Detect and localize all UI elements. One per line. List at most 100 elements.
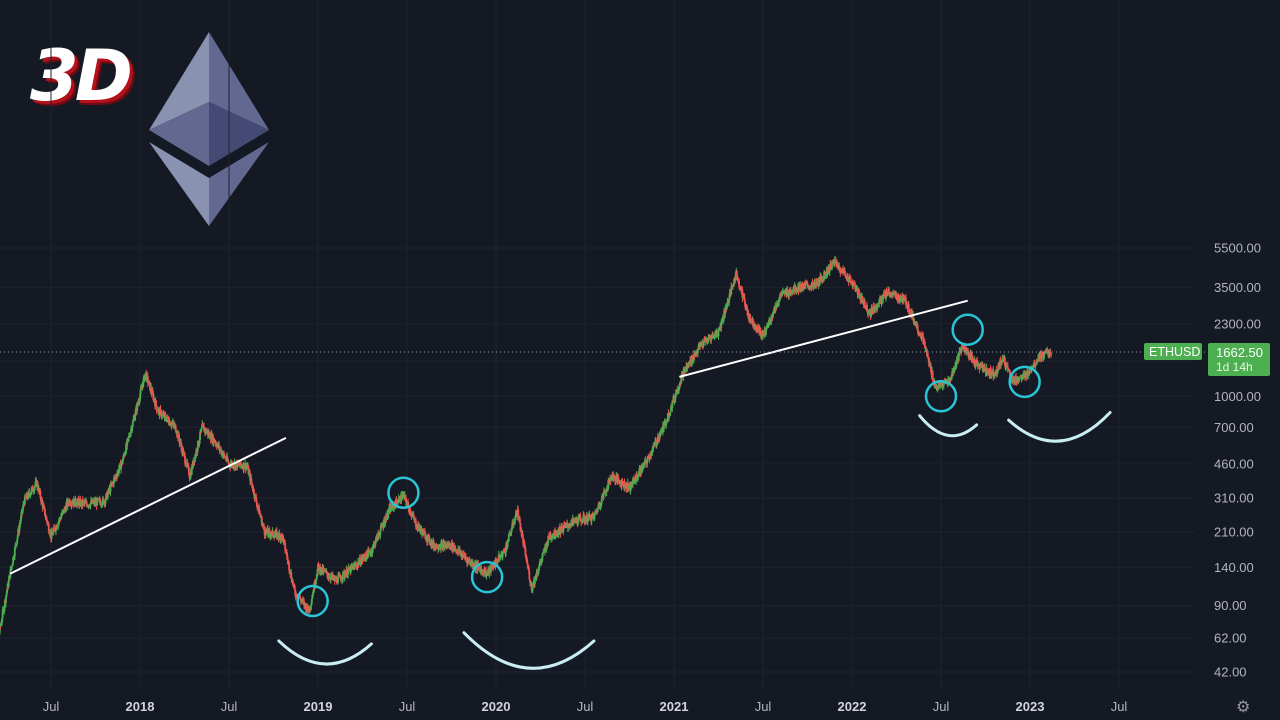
- candle-body: [671, 400, 674, 409]
- candle: [749, 317, 752, 325]
- candle: [470, 559, 472, 568]
- candle-body: [712, 334, 715, 339]
- candle-body: [419, 529, 422, 531]
- candle-body: [576, 518, 579, 523]
- candle: [654, 437, 656, 447]
- candle: [131, 426, 134, 433]
- candle: [788, 289, 791, 300]
- candle: [866, 301, 868, 313]
- candle-body: [652, 444, 655, 448]
- candle-body: [582, 515, 585, 522]
- candle-body: [467, 559, 470, 561]
- candle: [372, 541, 375, 548]
- candle: [226, 453, 229, 462]
- candle: [127, 432, 130, 442]
- candle-body: [313, 583, 316, 592]
- candle: [551, 533, 554, 542]
- candle: [16, 539, 18, 547]
- candle: [195, 447, 198, 459]
- candle: [41, 497, 43, 503]
- candle-body: [205, 429, 208, 434]
- candle-body: [315, 578, 318, 580]
- candle-body: [194, 455, 197, 457]
- candle-body: [767, 325, 769, 327]
- candle-body: [658, 434, 661, 441]
- candle-body: [124, 453, 127, 455]
- candle-body: [541, 556, 544, 559]
- candle-body: [724, 311, 727, 315]
- candle: [175, 426, 178, 434]
- candle: [77, 496, 80, 502]
- candle-body: [332, 574, 334, 579]
- candle-body: [22, 504, 25, 510]
- candle-body: [585, 518, 588, 522]
- candle-body: [146, 375, 149, 383]
- candle-body: [703, 339, 705, 344]
- candle-body: [611, 475, 614, 480]
- candle-body: [255, 501, 258, 507]
- candle: [419, 525, 422, 535]
- candle-body: [42, 505, 45, 508]
- candle: [660, 427, 663, 434]
- candle-body: [326, 571, 328, 574]
- candle-body: [394, 499, 397, 508]
- candle-body: [655, 443, 658, 445]
- candle-body: [243, 463, 245, 469]
- candle: [126, 437, 129, 450]
- candle-body: [362, 555, 365, 559]
- candle-body: [180, 442, 183, 447]
- candle: [517, 506, 520, 517]
- candle-body: [23, 504, 26, 506]
- candle: [768, 317, 771, 327]
- candle-body: [887, 289, 890, 292]
- candle-body: [266, 528, 269, 534]
- candle-body: [621, 482, 624, 484]
- candle-body: [16, 539, 18, 545]
- candle-body: [453, 545, 456, 550]
- candle-body: [480, 568, 482, 573]
- candle-body: [532, 583, 535, 585]
- candle-body: [0, 623, 2, 626]
- candle-body: [809, 286, 812, 288]
- candle: [159, 406, 161, 416]
- candle-body: [674, 393, 677, 399]
- candle: [647, 453, 650, 457]
- candle-body: [612, 475, 615, 479]
- candle-body: [630, 482, 633, 485]
- candle-body: [759, 330, 762, 337]
- candle: [55, 523, 57, 536]
- candle: [582, 512, 585, 517]
- candle-body: [690, 363, 693, 365]
- candle-body: [11, 565, 13, 567]
- candle-body: [718, 327, 721, 329]
- candle-body: [69, 500, 71, 505]
- candle-body: [285, 552, 288, 557]
- candle-body: [454, 549, 457, 551]
- candle-body: [85, 501, 88, 505]
- candle-body: [863, 300, 866, 308]
- candle-body: [490, 565, 493, 568]
- candle-body: [531, 583, 534, 591]
- candle: [367, 546, 369, 559]
- candle-body: [169, 421, 171, 426]
- candle-body: [224, 457, 227, 460]
- candle-body: [385, 515, 388, 520]
- candle-body: [591, 514, 594, 516]
- candle: [526, 560, 529, 569]
- candle: [838, 262, 841, 272]
- candle-body: [496, 560, 499, 564]
- candle-body: [524, 548, 527, 557]
- candle: [495, 557, 498, 565]
- candle: [234, 463, 237, 471]
- candle-body: [866, 304, 868, 312]
- candle-body: [329, 576, 332, 580]
- candle: [397, 494, 400, 504]
- candle-body: [233, 466, 235, 468]
- candle-body: [697, 348, 699, 353]
- candle: [673, 395, 676, 405]
- candle: [118, 464, 121, 474]
- candle-body: [399, 502, 402, 504]
- candle-body: [845, 276, 848, 279]
- candle: [188, 472, 191, 482]
